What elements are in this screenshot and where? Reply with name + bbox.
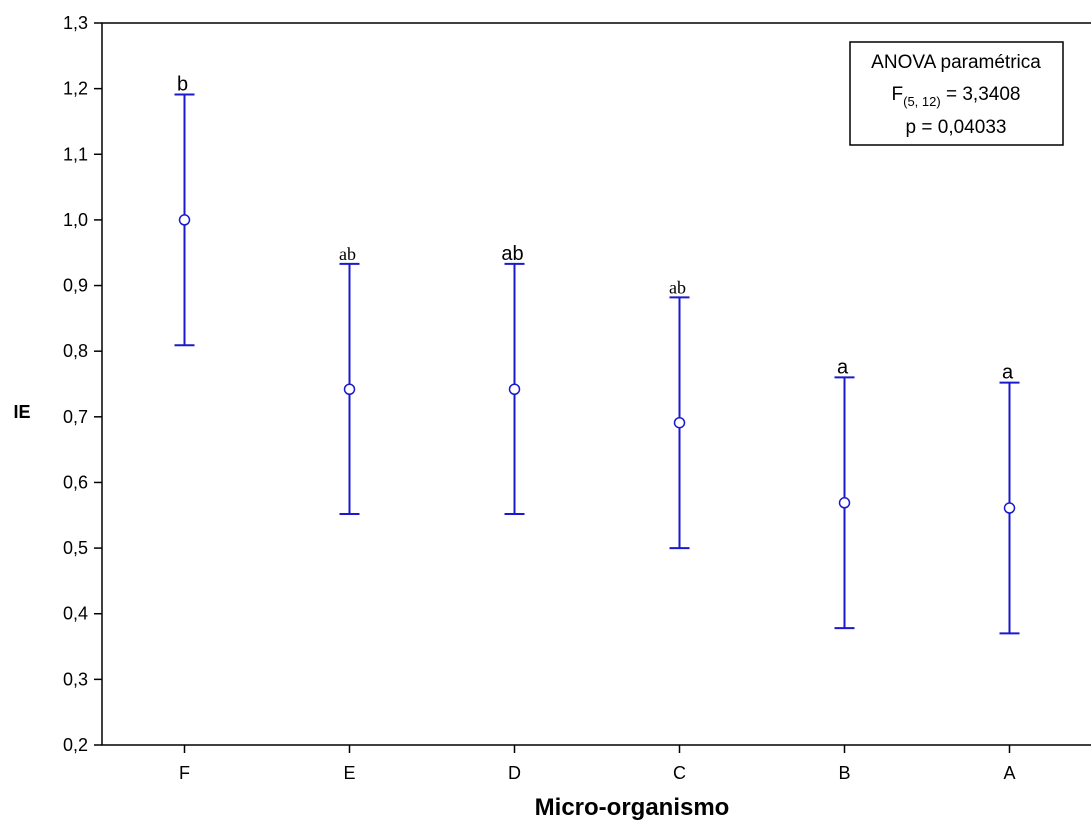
anova-annotation: ANOVA paramétrica F(5, 12) = 3,3408 p = … — [849, 41, 1064, 146]
y-tick-label: 0,9 — [63, 276, 88, 296]
x-tick-label: C — [673, 763, 686, 783]
y-tick-label: 0,5 — [63, 538, 88, 558]
error-bar-series: b ab ab ab a a — [174, 74, 1020, 635]
x-tick-label: A — [1003, 763, 1015, 783]
y-tick-label: 0,6 — [63, 472, 88, 492]
group-letter: ab — [501, 243, 523, 265]
mean-point — [178, 214, 191, 226]
y-tick-label: 0,3 — [63, 669, 88, 689]
mean-point — [838, 497, 851, 509]
group-letter: ab — [669, 277, 686, 297]
mean-point — [673, 416, 686, 429]
mean-point — [343, 383, 356, 396]
annotation-stat-value: = 3,3408 — [941, 84, 1021, 105]
y-tick-label: 1,0 — [63, 210, 88, 230]
group-letter: ab — [339, 244, 356, 264]
plot-frame — [101, 22, 1091, 746]
annotation-frame — [849, 41, 1064, 146]
y-axis-ticks: 0,2 0,3 0,4 0,5 0,6 0,7 0,8 0,9 1,0 1,1 1,2 1,3 — [63, 13, 102, 755]
x-tick-label: D — [508, 763, 521, 783]
y-tick-label: 1,2 — [63, 79, 88, 99]
x-tick-label: E — [343, 763, 355, 783]
y-tick-label: 0,2 — [63, 735, 88, 755]
y-tick-label: 1,3 — [63, 13, 88, 33]
mean-point — [508, 383, 521, 396]
annotation-title: ANOVA paramétrica — [871, 52, 1041, 73]
group-letter: b — [177, 74, 188, 96]
group-letter: a — [837, 356, 849, 378]
group-letter: a — [1002, 362, 1014, 384]
axes-layer — [101, 22, 1091, 746]
x-tick-label: F — [179, 763, 190, 783]
y-axis-title: IE — [13, 402, 30, 422]
y-tick-label: 0,7 — [63, 407, 88, 427]
x-tick-label: B — [838, 763, 850, 783]
annotation-pvalue: p = 0,04033 — [906, 117, 1007, 138]
annotation-stat-symbol: F — [892, 84, 904, 105]
y-tick-label: 1,1 — [63, 144, 88, 164]
y-tick-label: 0,8 — [63, 341, 88, 361]
mean-point — [1003, 502, 1016, 514]
y-tick-label: 0,4 — [63, 604, 88, 624]
x-axis-title: Micro-organismo — [535, 794, 730, 821]
annotation-statistic: F(5, 12) = 3,3408 — [892, 84, 1021, 109]
annotation-stat-df: (5, 12) — [903, 94, 941, 109]
